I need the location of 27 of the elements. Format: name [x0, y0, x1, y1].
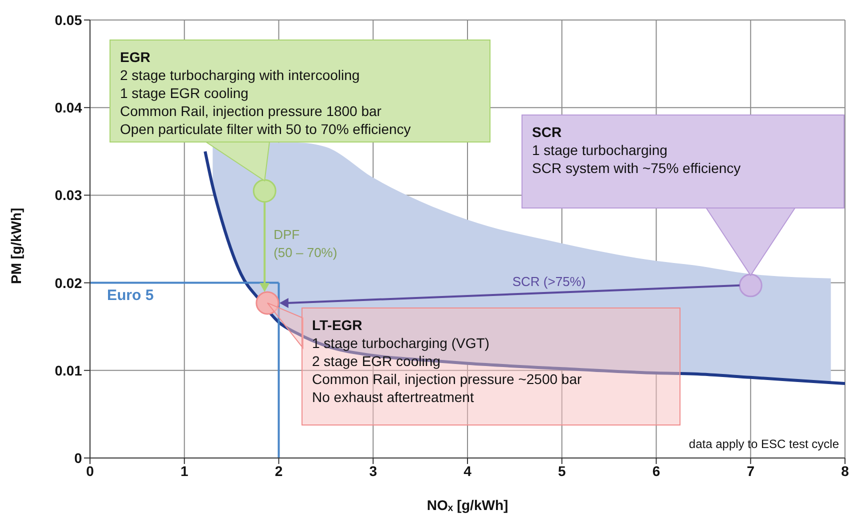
annotation: DPF (50 – 70%)	[274, 226, 338, 260]
annotation: SCR (>75%)	[512, 274, 586, 290]
point	[738, 274, 762, 298]
x-tick-label: 5	[558, 462, 566, 479]
y-axis-title: PM [g/kWh]	[8, 208, 24, 284]
x-tick-label: 3	[369, 462, 378, 479]
y-tick-label: 0.01	[54, 362, 82, 378]
x-tick-label: 8	[841, 462, 850, 479]
annotation: LT-EGR 1 stage turbocharging (VGT) 2 stage EGR cooling Common Rail, injection pressure ~2500 bar No exhaust aftertreatment	[312, 317, 582, 405]
y-tick-label: 0.02	[54, 274, 82, 291]
x-tick-label: 4	[464, 462, 472, 479]
x-tick-label: 0	[86, 462, 94, 479]
y-tick-label: 0.03	[54, 187, 82, 204]
point	[256, 291, 280, 315]
y-tick-label: 0	[74, 450, 82, 466]
x-tick-label: 6	[652, 462, 660, 479]
annotation: SCR 1 stage turbocharging SCR system with ~75% efficiency	[532, 124, 741, 176]
ref-line-label: Euro 5	[107, 286, 154, 304]
x-tick-label: 1	[180, 462, 188, 479]
annotation: data apply to ESC test cycle	[688, 437, 840, 451]
x-axis-title: NOₓ [g/kWh]	[426, 497, 508, 513]
annotation: EGR 2 stage turbocharging with intercooling 1 stage EGR cooling Common Rail, injection pressure 1800 bar Open particulate filter with 50 to 70% efficiency	[120, 49, 411, 137]
point	[252, 179, 276, 203]
x-tick-label: 7	[746, 462, 755, 479]
y-tick-label: 0.05	[54, 12, 82, 28]
y-tick-label: 0.04	[54, 100, 82, 116]
x-tick-label: 2	[274, 462, 283, 479]
